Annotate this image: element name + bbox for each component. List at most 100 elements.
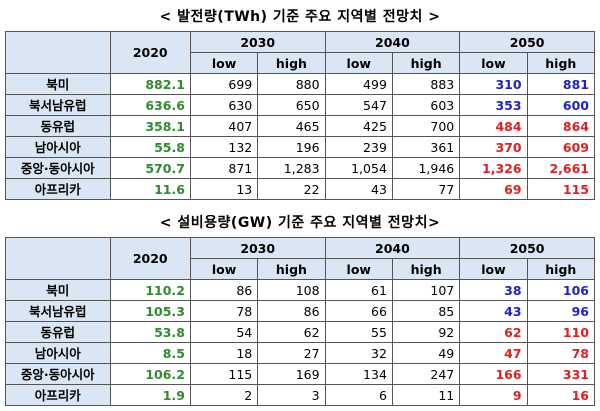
header-high: high xyxy=(257,52,326,74)
value-cell: 134 xyxy=(324,363,393,385)
region-label: 남아시아 xyxy=(5,136,111,158)
table-row: 남아시아 8.5 18 27 32 49 47 78 xyxy=(5,342,596,364)
region-label: 북서남유럽 xyxy=(5,94,111,116)
value-cell: 107 xyxy=(391,279,461,301)
value-cell: 465 xyxy=(257,115,326,137)
value-cell: 331 xyxy=(526,363,596,385)
value-cell: 196 xyxy=(257,136,326,158)
value-cell: 883 xyxy=(391,73,461,95)
region-label: 북미 xyxy=(5,279,111,301)
value-cell: 22 xyxy=(257,178,326,200)
value-cell: 108 xyxy=(257,279,326,301)
value-cell: 370 xyxy=(459,136,528,158)
header-2040: 2040 xyxy=(324,237,461,259)
value-2020: 570.7 xyxy=(109,157,191,179)
value-2020: 882.1 xyxy=(109,73,191,95)
value-cell: 871 xyxy=(189,157,259,179)
value-2020: 1.9 xyxy=(109,384,191,406)
value-cell: 2,661 xyxy=(526,157,596,179)
value-cell: 69 xyxy=(459,178,528,200)
value-cell: 54 xyxy=(189,321,259,343)
table-row: 북미 110.2 86 108 61 107 38 106 xyxy=(5,279,596,301)
value-2020: 11.6 xyxy=(109,178,191,200)
value-2020: 105.3 xyxy=(109,300,191,322)
value-cell: 32 xyxy=(324,342,393,364)
region-label: 북미 xyxy=(5,73,111,95)
region-label: 중앙·동아시아 xyxy=(5,363,111,385)
header-2030: 2030 xyxy=(189,237,326,259)
value-cell: 699 xyxy=(189,73,259,95)
table-row: 아프리카 1.9 2 3 6 11 9 16 xyxy=(5,384,596,406)
value-cell: 353 xyxy=(459,94,528,116)
header-low: low xyxy=(324,258,393,280)
value-cell: 115 xyxy=(526,178,596,200)
value-cell: 407 xyxy=(189,115,259,137)
value-cell: 115 xyxy=(189,363,259,385)
value-cell: 43 xyxy=(459,300,528,322)
value-cell: 166 xyxy=(459,363,528,385)
region-label: 동유럽 xyxy=(5,321,111,343)
value-cell: 18 xyxy=(189,342,259,364)
value-cell: 239 xyxy=(324,136,393,158)
header-high: high xyxy=(526,258,596,280)
table2-caption: < 설비용량(GW) 기준 주요 지역별 전망치> xyxy=(159,215,441,231)
value-cell: 603 xyxy=(391,94,461,116)
value-2020: 55.8 xyxy=(109,136,191,158)
value-cell: 310 xyxy=(459,73,528,95)
value-cell: 86 xyxy=(257,300,326,322)
value-cell: 2 xyxy=(189,384,259,406)
value-2020: 636.6 xyxy=(109,94,191,116)
value-cell: 61 xyxy=(324,279,393,301)
value-cell: 49 xyxy=(391,342,461,364)
value-cell: 6 xyxy=(324,384,393,406)
value-2020: 106.2 xyxy=(109,363,191,385)
header-low: low xyxy=(189,52,259,74)
value-cell: 92 xyxy=(391,321,461,343)
value-cell: 62 xyxy=(459,321,528,343)
table-row: 동유럽 53.8 54 62 55 92 62 110 xyxy=(5,321,596,343)
value-cell: 547 xyxy=(324,94,393,116)
value-cell: 78 xyxy=(526,342,596,364)
header-region xyxy=(5,237,111,280)
value-cell: 96 xyxy=(526,300,596,322)
table-row: 북서남유럽 636.6 630 650 547 603 353 600 xyxy=(5,94,596,116)
value-cell: 78 xyxy=(189,300,259,322)
generation-table: 2020 2030 2040 2050 low high low high lo… xyxy=(5,31,596,200)
value-cell: 881 xyxy=(526,73,596,95)
region-label: 북서남유럽 xyxy=(5,300,111,322)
table1-caption: < 발전량(TWh) 기준 주요 지역별 전망치 > xyxy=(159,9,441,25)
value-cell: 864 xyxy=(526,115,596,137)
value-2020: 8.5 xyxy=(109,342,191,364)
value-cell: 86 xyxy=(189,279,259,301)
value-2020: 358.1 xyxy=(109,115,191,137)
value-cell: 55 xyxy=(324,321,393,343)
value-cell: 361 xyxy=(391,136,461,158)
value-cell: 700 xyxy=(391,115,461,137)
value-2020: 53.8 xyxy=(109,321,191,343)
value-cell: 77 xyxy=(391,178,461,200)
value-cell: 484 xyxy=(459,115,528,137)
table-row: 아프리카 11.6 13 22 43 77 69 115 xyxy=(5,178,596,200)
header-2040: 2040 xyxy=(324,31,461,53)
value-cell: 880 xyxy=(257,73,326,95)
header-2050: 2050 xyxy=(459,237,595,259)
region-label: 아프리카 xyxy=(5,384,111,406)
region-label: 동유럽 xyxy=(5,115,111,137)
table-row: 동유럽 358.1 407 465 425 700 484 864 xyxy=(5,115,596,137)
value-cell: 47 xyxy=(459,342,528,364)
header-high: high xyxy=(391,52,461,74)
header-2020: 2020 xyxy=(109,237,191,280)
region-label: 아프리카 xyxy=(5,178,111,200)
table-row: 중앙·동아시아 570.7 871 1,283 1,054 1,946 1,326 2,661 xyxy=(5,157,596,179)
value-cell: 16 xyxy=(526,384,596,406)
header-2030: 2030 xyxy=(189,31,326,53)
header-low: low xyxy=(459,52,528,74)
value-cell: 499 xyxy=(324,73,393,95)
value-cell: 630 xyxy=(189,94,259,116)
header-high: high xyxy=(391,258,461,280)
value-cell: 425 xyxy=(324,115,393,137)
value-cell: 9 xyxy=(459,384,528,406)
value-cell: 1,283 xyxy=(257,157,326,179)
header-2020: 2020 xyxy=(109,31,191,74)
value-cell: 3 xyxy=(257,384,326,406)
